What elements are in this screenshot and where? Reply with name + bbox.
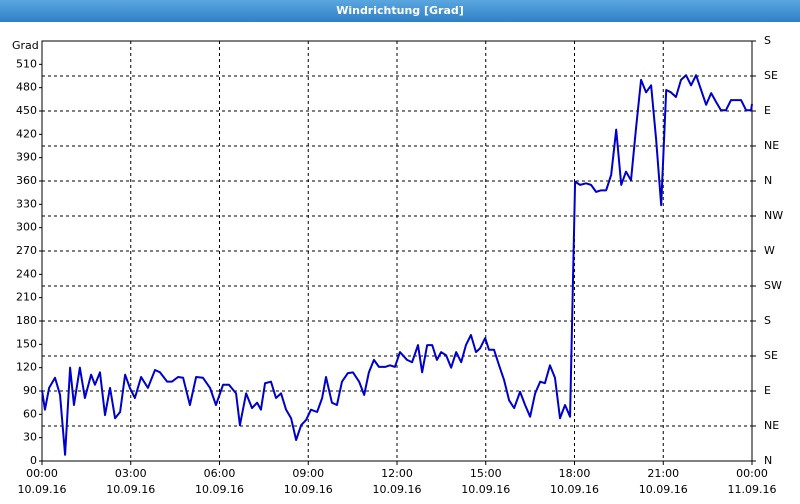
y-axis-label: Grad — [12, 39, 39, 52]
x-tick-date: 10.09.16 — [18, 483, 67, 496]
x-tick-date: 11.09.16 — [728, 483, 777, 496]
x-tick-date: 10.09.16 — [373, 483, 422, 496]
y2-tick-label: E — [764, 104, 771, 117]
y-tick-label: 90 — [23, 384, 37, 397]
x-tick-date: 10.09.16 — [195, 483, 244, 496]
y-tick-label: 420 — [16, 127, 37, 140]
y-tick-label: 30 — [23, 431, 37, 444]
y-tick-label: 450 — [16, 104, 37, 117]
x-tick-date: 10.09.16 — [284, 483, 333, 496]
y-tick-label: 240 — [16, 267, 37, 280]
y-tick-label: 300 — [16, 221, 37, 234]
x-tick-label: 06:00 — [204, 467, 236, 480]
y-tick-label: 210 — [16, 291, 37, 304]
y-tick-label: 480 — [16, 81, 37, 94]
y2-tick-label: NE — [764, 419, 779, 432]
x-tick-date: 10.09.16 — [639, 483, 688, 496]
y2-tick-label: SE — [764, 69, 778, 82]
y-tick-label: 330 — [16, 197, 37, 210]
y2-tick-label: NE — [764, 139, 779, 152]
y-tick-label: 390 — [16, 151, 37, 164]
y-tick-label: 180 — [16, 314, 37, 327]
y2-tick-label: S — [764, 34, 771, 47]
x-tick-date: 10.09.16 — [550, 483, 599, 496]
y2-tick-label: SE — [764, 349, 778, 362]
y2-tick-label: W — [764, 244, 775, 257]
y2-tick-label: N — [764, 454, 772, 467]
y2-tick-label: E — [764, 384, 771, 397]
y-tick-label: 60 — [23, 407, 37, 420]
x-tick-label: 21:00 — [647, 467, 679, 480]
x-tick-label: 00:00 — [26, 467, 58, 480]
y2-tick-label: S — [764, 314, 771, 327]
x-tick-label: 00:00 — [736, 467, 768, 480]
x-tick-date: 10.09.16 — [106, 483, 155, 496]
y2-tick-label: NW — [764, 209, 783, 222]
data-line — [41, 74, 753, 456]
plot-frame — [41, 40, 753, 462]
y2-tick-label: SW — [764, 279, 782, 292]
y-tick-label: 510 — [16, 57, 37, 70]
x-tick-label: 12:00 — [381, 467, 413, 480]
title-bar — [0, 0, 800, 22]
y-tick-label: 270 — [16, 244, 37, 257]
x-tick-label: 03:00 — [115, 467, 147, 480]
y-tick-label: 120 — [16, 361, 37, 374]
y-tick-label: 360 — [16, 174, 37, 187]
y-tick-label: 150 — [16, 337, 37, 350]
x-tick-label: 15:00 — [470, 467, 502, 480]
chart-title: Windrichtung [Grad] — [336, 4, 464, 17]
y-tick-label: 0 — [30, 454, 37, 467]
x-tick-label: 09:00 — [292, 467, 324, 480]
x-tick-date: 10.09.16 — [461, 483, 510, 496]
x-tick-label: 18:00 — [559, 467, 591, 480]
y2-tick-label: N — [764, 174, 772, 187]
